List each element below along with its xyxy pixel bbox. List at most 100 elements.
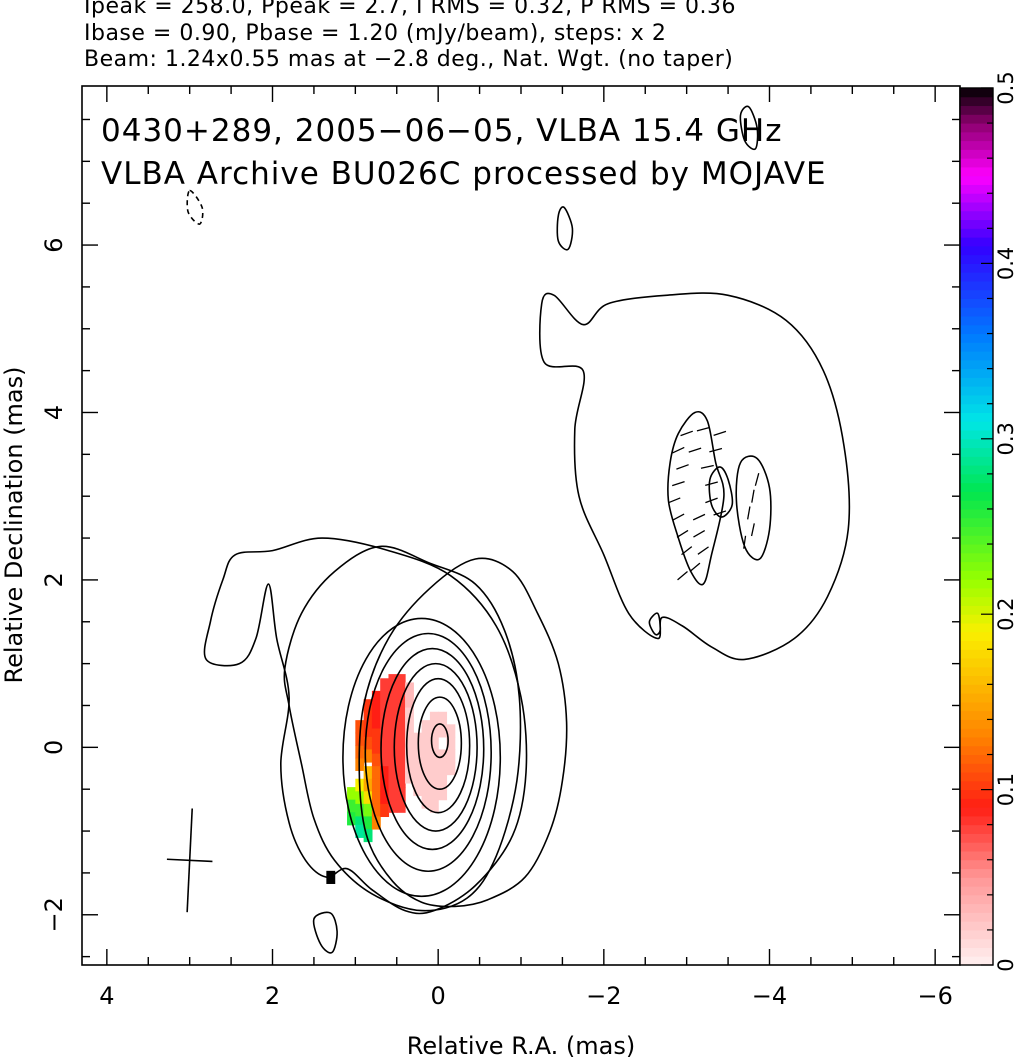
colorbar-segment (960, 596, 993, 606)
total-intensity-contours (186, 105, 851, 954)
polarization-pixel (371, 753, 381, 767)
polarization-pixel (429, 774, 439, 788)
polarization-pixel (388, 699, 398, 713)
contour-line (556, 206, 574, 251)
colorbar-segment (960, 517, 993, 527)
polarization-pixel (380, 766, 390, 780)
polarization-pixel (355, 816, 365, 830)
polarization-pixel (363, 749, 373, 763)
colorbar-segment (960, 886, 993, 896)
polarization-pixel (421, 795, 431, 809)
polarization-pixel (388, 787, 398, 801)
evpa-vectors (667, 426, 760, 581)
polarization-pixel (396, 686, 406, 700)
evpa-vector (667, 497, 681, 504)
contour-line (342, 617, 502, 898)
polarization-pixel (326, 870, 336, 884)
colorbar-segment (960, 631, 993, 642)
contour-line (364, 632, 492, 873)
colorbar-segment (960, 666, 993, 677)
plot-title-line-2: VLBA Archive BU026C processed by MOJAVE (101, 156, 827, 192)
evpa-vector (743, 535, 747, 549)
polarization-pixel (429, 787, 439, 801)
contour-line (283, 545, 522, 912)
polarization-pixel (405, 682, 414, 696)
polarization-pixel (371, 816, 381, 830)
contour-line (735, 455, 772, 561)
evpa-vector (681, 546, 693, 556)
contour-line (393, 662, 478, 832)
polarization-pixel (388, 799, 398, 813)
contour-line (203, 537, 528, 915)
colorbar-segment (960, 850, 993, 861)
colorbar-segment (960, 105, 993, 115)
colorbar-tick-label: 0.4 (994, 247, 1018, 280)
polarization-pixel (421, 732, 431, 746)
colorbar-segment (960, 684, 993, 694)
polarization-pixel (371, 741, 381, 755)
colorbar-segment (960, 912, 993, 922)
polarization-pixel (363, 724, 373, 738)
plot-frame (81, 85, 961, 966)
colorbar-segment (960, 359, 993, 370)
y-axis-label: Relative Declination (mas) (0, 366, 28, 683)
evpa-vector (676, 529, 689, 538)
polarization-pixel (421, 720, 431, 734)
colorbar-segment (960, 587, 993, 598)
colorbar-segment (960, 833, 993, 843)
polarization-pixel (380, 690, 390, 704)
colorbar-segment (960, 386, 993, 396)
colorbar-segment (960, 193, 993, 203)
evpa-vector (692, 513, 706, 521)
colorbar-tick-label: 0.2 (994, 597, 1018, 630)
colorbar-segment (960, 535, 993, 545)
polarization-pixel (413, 745, 423, 759)
polarization-pixel (371, 778, 381, 792)
polarization-pixel (405, 732, 414, 746)
colorbar-tick-label: 0 (994, 958, 1018, 971)
polarization-pixel (413, 770, 423, 784)
colorbar-segment (960, 658, 993, 668)
colorbar-segment (960, 526, 993, 536)
x-axis-label: Relative R.A. (mas) (407, 1032, 635, 1060)
polarization-pixel (421, 757, 431, 771)
colorbar-segment (960, 894, 993, 905)
colorbar-segment (960, 280, 993, 291)
colorbar-segment (960, 482, 993, 492)
colorbar: 0 0.1 0.2 0.3 0.4 0.5 (959, 71, 1018, 972)
colorbar-segment (960, 570, 993, 580)
polarization-pixel (421, 782, 431, 797)
colorbar-segment (960, 184, 993, 194)
polarization-pixel (371, 715, 381, 730)
colorbar-segment (960, 605, 993, 615)
contour-line (405, 677, 471, 814)
colorbar-segment (960, 745, 993, 756)
beam-minor-axis (166, 858, 213, 863)
polarization-pixel (413, 757, 423, 771)
colorbar-segment (960, 473, 993, 484)
colorbar-segment (960, 88, 993, 98)
polarization-pixel (405, 757, 414, 771)
polarization-pixel (380, 728, 390, 742)
polarization-pixel (429, 724, 439, 738)
contour-line (430, 723, 449, 759)
polarization-pixel (388, 749, 398, 763)
colorbar-segment (960, 701, 993, 712)
evpa-vector (713, 430, 727, 437)
colorbar-segment (960, 500, 993, 510)
polarization-pixel (396, 711, 406, 725)
polarization-pixel (347, 799, 356, 813)
polarization-pixel (363, 803, 373, 818)
x-tick-label: −4 (752, 982, 787, 1010)
polarization-pixel (388, 736, 398, 751)
colorbar-segment (960, 754, 993, 764)
colorbar-segment (960, 465, 993, 475)
colorbar-segment (960, 938, 993, 948)
colorbar-segment (960, 447, 993, 457)
polarization-pixel (371, 791, 381, 805)
colorbar-segment (960, 245, 993, 256)
polarization-pixel (388, 686, 398, 700)
colorbar-segment (960, 675, 993, 685)
polarization-pixel (371, 703, 381, 717)
